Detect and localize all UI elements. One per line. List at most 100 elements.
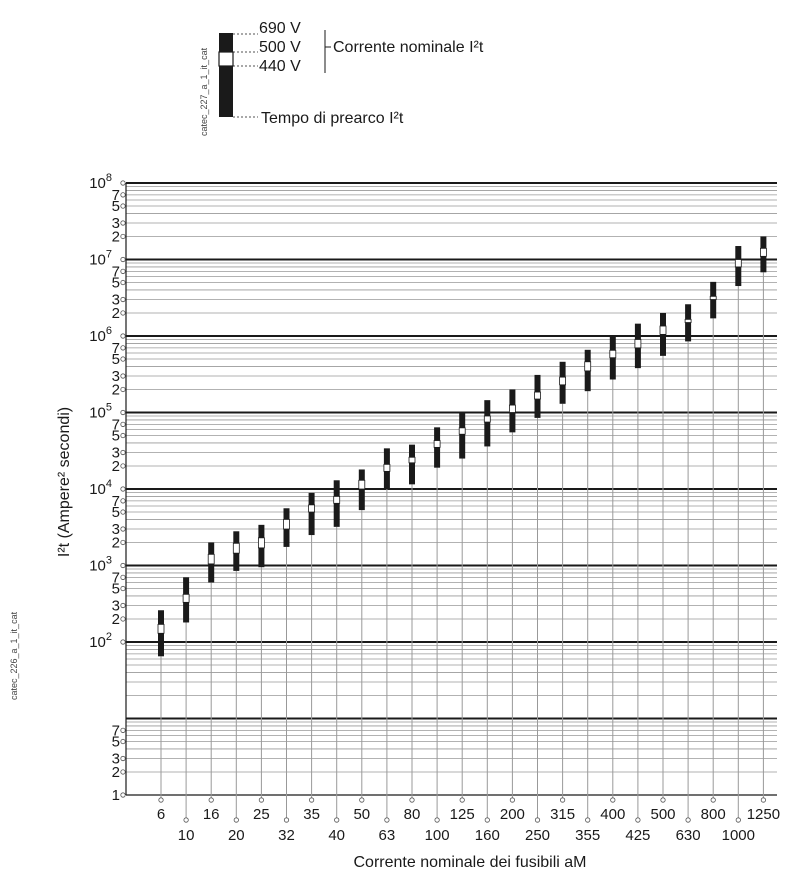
bar-500v-segment [659,325,667,335]
bar-prearc-segment [710,299,717,319]
y-tick-label: 106 [89,325,112,345]
x-tick-label: 125 [450,806,475,823]
x-tick-label: 425 [625,827,650,844]
y-tick-label: 3 [112,215,120,232]
y-tick-marker [120,192,126,198]
bar-500v-segment [232,542,240,554]
bar-prearc-segment [534,399,541,418]
x-tick-marker [559,797,566,803]
legend-label-500: 500 V [259,39,301,56]
bar-690v-segment [559,361,566,378]
y-tick-marker [120,463,126,469]
bar-690v-segment [459,412,466,428]
bar-prearc-segment [283,529,290,547]
x-tick-marker [660,797,666,803]
x-axis-ticks: 6 10 16 20 25 32 35 40 50 63 801001251602002503153… [157,806,780,844]
y-tick-marker [120,539,126,546]
bar-690v-segment [183,577,190,595]
y-tick-label: 5 [112,428,120,445]
bar-690v-segment [760,236,767,249]
bar-690v-segment [584,349,591,362]
y-tick-label: 5 [112,581,120,598]
y-tick-label: 5 [112,198,120,215]
bar-500v-segment [458,427,466,435]
bar-500v-segment [308,504,316,513]
x-tick-label: 25 [253,806,270,823]
y-tick-label: 1 [112,787,120,804]
y-tick-label: 103 [89,555,112,575]
x-tick-marker [685,817,691,823]
y-tick-marker [120,574,126,580]
legend-label-690: 690 V [259,20,301,37]
x-tick-marker [610,797,616,803]
y-tick-marker [120,203,126,209]
y-tick-label: 104 [89,478,112,498]
x-tick-label: 6 [157,806,165,823]
y-tick-marker [120,220,126,226]
x-tick-label: 100 [425,827,450,844]
x-tick-label: 355 [575,827,600,844]
x-axis-title: Corrente nominale dei fusibili aM [354,854,587,871]
bar-500v-segment [283,519,290,530]
bar-prearc-segment [409,462,415,485]
y-tick-marker [120,792,126,798]
bar-690v-segment [258,524,265,538]
bar-prearc-segment [208,563,215,583]
bar-500v-segment [182,593,190,603]
y-tick-exponent: 5 [106,402,112,414]
x-tick-marker [534,817,541,823]
x-tick-label: 35 [303,806,320,823]
bar-prearc-segment [660,334,666,356]
y-tick-exponent: 6 [106,325,112,337]
bar-500v-segment [433,440,441,448]
bar-690v-segment [409,444,415,458]
bar-690v-segment [609,336,616,351]
y-tick-marker [120,616,126,622]
bar-690v-segment [283,508,290,520]
y-tick-label: 7 [112,187,120,204]
legend-label-prearc: Tempo di prearco I²t [261,110,404,127]
x-tick-marker [484,817,490,823]
y-tick-label: 5 [112,504,120,521]
y-tick-marker [120,755,126,762]
x-tick-marker [258,797,264,803]
x-tick-marker [434,817,440,823]
y-tick-label: 107 [89,249,112,269]
x-tick-marker [760,797,767,803]
bar-prearc-segment [509,412,516,433]
x-tick-marker [208,797,214,803]
x-tick-label: 1250 [747,806,780,823]
x-tick-marker [409,797,415,803]
legend-bar-white [218,51,234,67]
bar-690v-segment [509,389,516,406]
y-tick-marker [120,333,126,339]
y-tick-label: 3 [112,751,120,768]
x-tick-label: 50 [353,806,370,823]
y-tick-marker [120,373,126,379]
y-tick-marker [120,727,126,733]
y-tick-marker [120,345,126,351]
x-tick-label: 32 [278,827,295,844]
y-tick-marker [120,256,126,263]
y-tick-label: 102 [89,631,112,651]
y-tick-label: 3 [112,292,120,309]
bar-prearc-segment [308,512,315,536]
bars [157,236,767,657]
x-tick-marker [334,817,340,823]
y-tick-label: 105 [89,402,112,422]
bar-500v-segment [760,247,767,257]
x-tick-marker [233,817,239,823]
y-tick-label: 2 [112,381,120,398]
y-tick-marker [120,279,126,286]
bar-690v-segment [484,400,491,417]
legend-code: catec_227_a_1_it_cat [199,47,209,136]
y-tick-label: 7 [112,340,120,357]
bar-500v-segment [333,496,341,504]
bar-500v-segment [483,415,491,423]
x-tick-label: 16 [203,806,220,823]
x-tick-label: 80 [404,806,421,823]
y-tick-marker [120,449,126,456]
y-tick-marker [120,486,126,492]
bar-prearc-segment [358,489,365,511]
x-tick-label: 500 [650,806,675,823]
